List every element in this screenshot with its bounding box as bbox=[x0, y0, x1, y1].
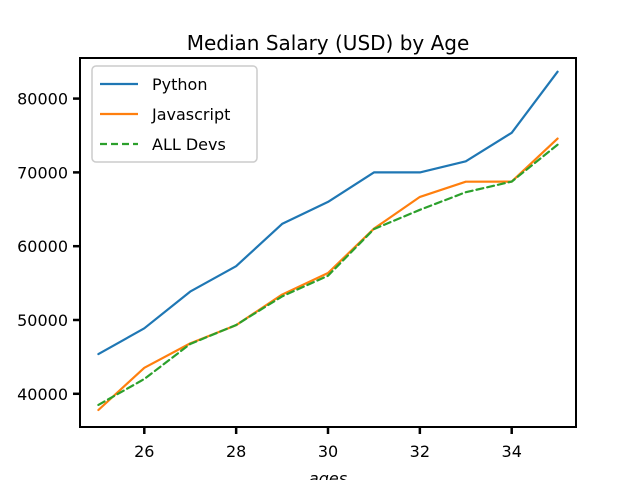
x-tick-label-0: 26 bbox=[134, 442, 154, 461]
legend-label-0: Python bbox=[152, 75, 207, 94]
chart-title: Median Salary (USD) by Age bbox=[187, 31, 470, 55]
x-tick-label-3: 32 bbox=[410, 442, 430, 461]
legend: Python Javascript ALL Devs bbox=[91, 65, 258, 163]
y-tick-label-1: 50000 bbox=[17, 311, 68, 330]
series-line-2 bbox=[97, 143, 559, 406]
series-line-0 bbox=[97, 70, 559, 356]
y-tick-label-0: 40000 bbox=[17, 385, 68, 404]
series-line-1 bbox=[97, 137, 559, 412]
y-tick-label-2: 60000 bbox=[17, 237, 68, 256]
y-tick-label-4: 80000 bbox=[17, 90, 68, 109]
legend-label-1: Javascript bbox=[151, 105, 230, 124]
x-tick-label-4: 34 bbox=[502, 442, 522, 461]
legend-label-2: ALL Devs bbox=[152, 135, 226, 154]
x-tick-label-1: 28 bbox=[226, 442, 246, 461]
x-axis-label: ages bbox=[309, 469, 347, 480]
x-tick-label-2: 30 bbox=[318, 442, 338, 461]
legend-box bbox=[91, 65, 258, 163]
y-tick-label-3: 70000 bbox=[17, 163, 68, 182]
